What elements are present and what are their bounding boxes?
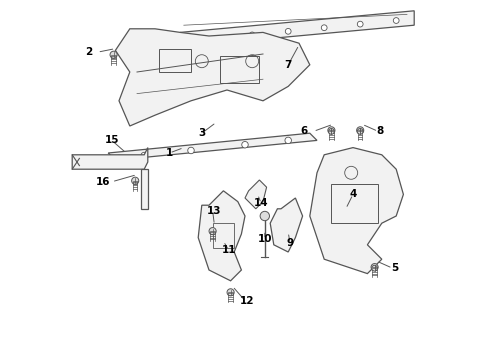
Text: 5: 5 [391, 263, 398, 273]
Polygon shape [141, 169, 148, 209]
Text: 9: 9 [287, 238, 294, 248]
Bar [159, 49, 191, 72]
Text: 11: 11 [221, 245, 236, 255]
Circle shape [260, 211, 270, 221]
Polygon shape [245, 180, 267, 209]
Circle shape [372, 265, 377, 271]
Text: 16: 16 [96, 177, 110, 187]
Polygon shape [72, 148, 148, 169]
Polygon shape [180, 11, 414, 47]
Polygon shape [198, 191, 245, 281]
Circle shape [116, 155, 122, 162]
Text: 3: 3 [198, 128, 205, 138]
Bar [331, 184, 378, 223]
Text: 4: 4 [349, 189, 357, 199]
Text: 6: 6 [301, 126, 308, 136]
Polygon shape [108, 133, 317, 160]
Polygon shape [310, 148, 403, 274]
Circle shape [357, 127, 364, 134]
Circle shape [213, 36, 219, 41]
Polygon shape [116, 29, 310, 126]
Circle shape [132, 177, 139, 184]
Text: 14: 14 [254, 198, 269, 208]
Circle shape [328, 127, 335, 134]
Circle shape [393, 18, 399, 23]
Text: 8: 8 [376, 126, 384, 136]
Bar [213, 223, 234, 248]
Text: 2: 2 [85, 47, 92, 57]
Circle shape [192, 39, 197, 45]
Text: 13: 13 [207, 206, 221, 216]
Circle shape [328, 129, 334, 134]
Polygon shape [270, 198, 303, 252]
Circle shape [227, 289, 234, 296]
Circle shape [285, 137, 292, 144]
Text: 15: 15 [104, 135, 119, 145]
Circle shape [209, 228, 216, 235]
Circle shape [285, 28, 291, 34]
Circle shape [371, 264, 378, 271]
Bar [220, 56, 259, 83]
Circle shape [242, 141, 248, 148]
Circle shape [188, 147, 194, 154]
Text: 1: 1 [166, 148, 173, 158]
Circle shape [357, 21, 363, 27]
Text: 10: 10 [258, 234, 272, 244]
Circle shape [249, 32, 255, 38]
Circle shape [321, 25, 327, 31]
Text: 7: 7 [285, 60, 292, 70]
Circle shape [141, 152, 147, 159]
Circle shape [110, 51, 117, 58]
Text: 12: 12 [240, 296, 254, 306]
Circle shape [357, 129, 363, 134]
